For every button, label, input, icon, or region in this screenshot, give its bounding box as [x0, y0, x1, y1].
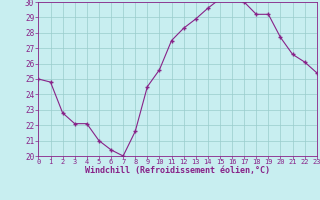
X-axis label: Windchill (Refroidissement éolien,°C): Windchill (Refroidissement éolien,°C)	[85, 166, 270, 175]
